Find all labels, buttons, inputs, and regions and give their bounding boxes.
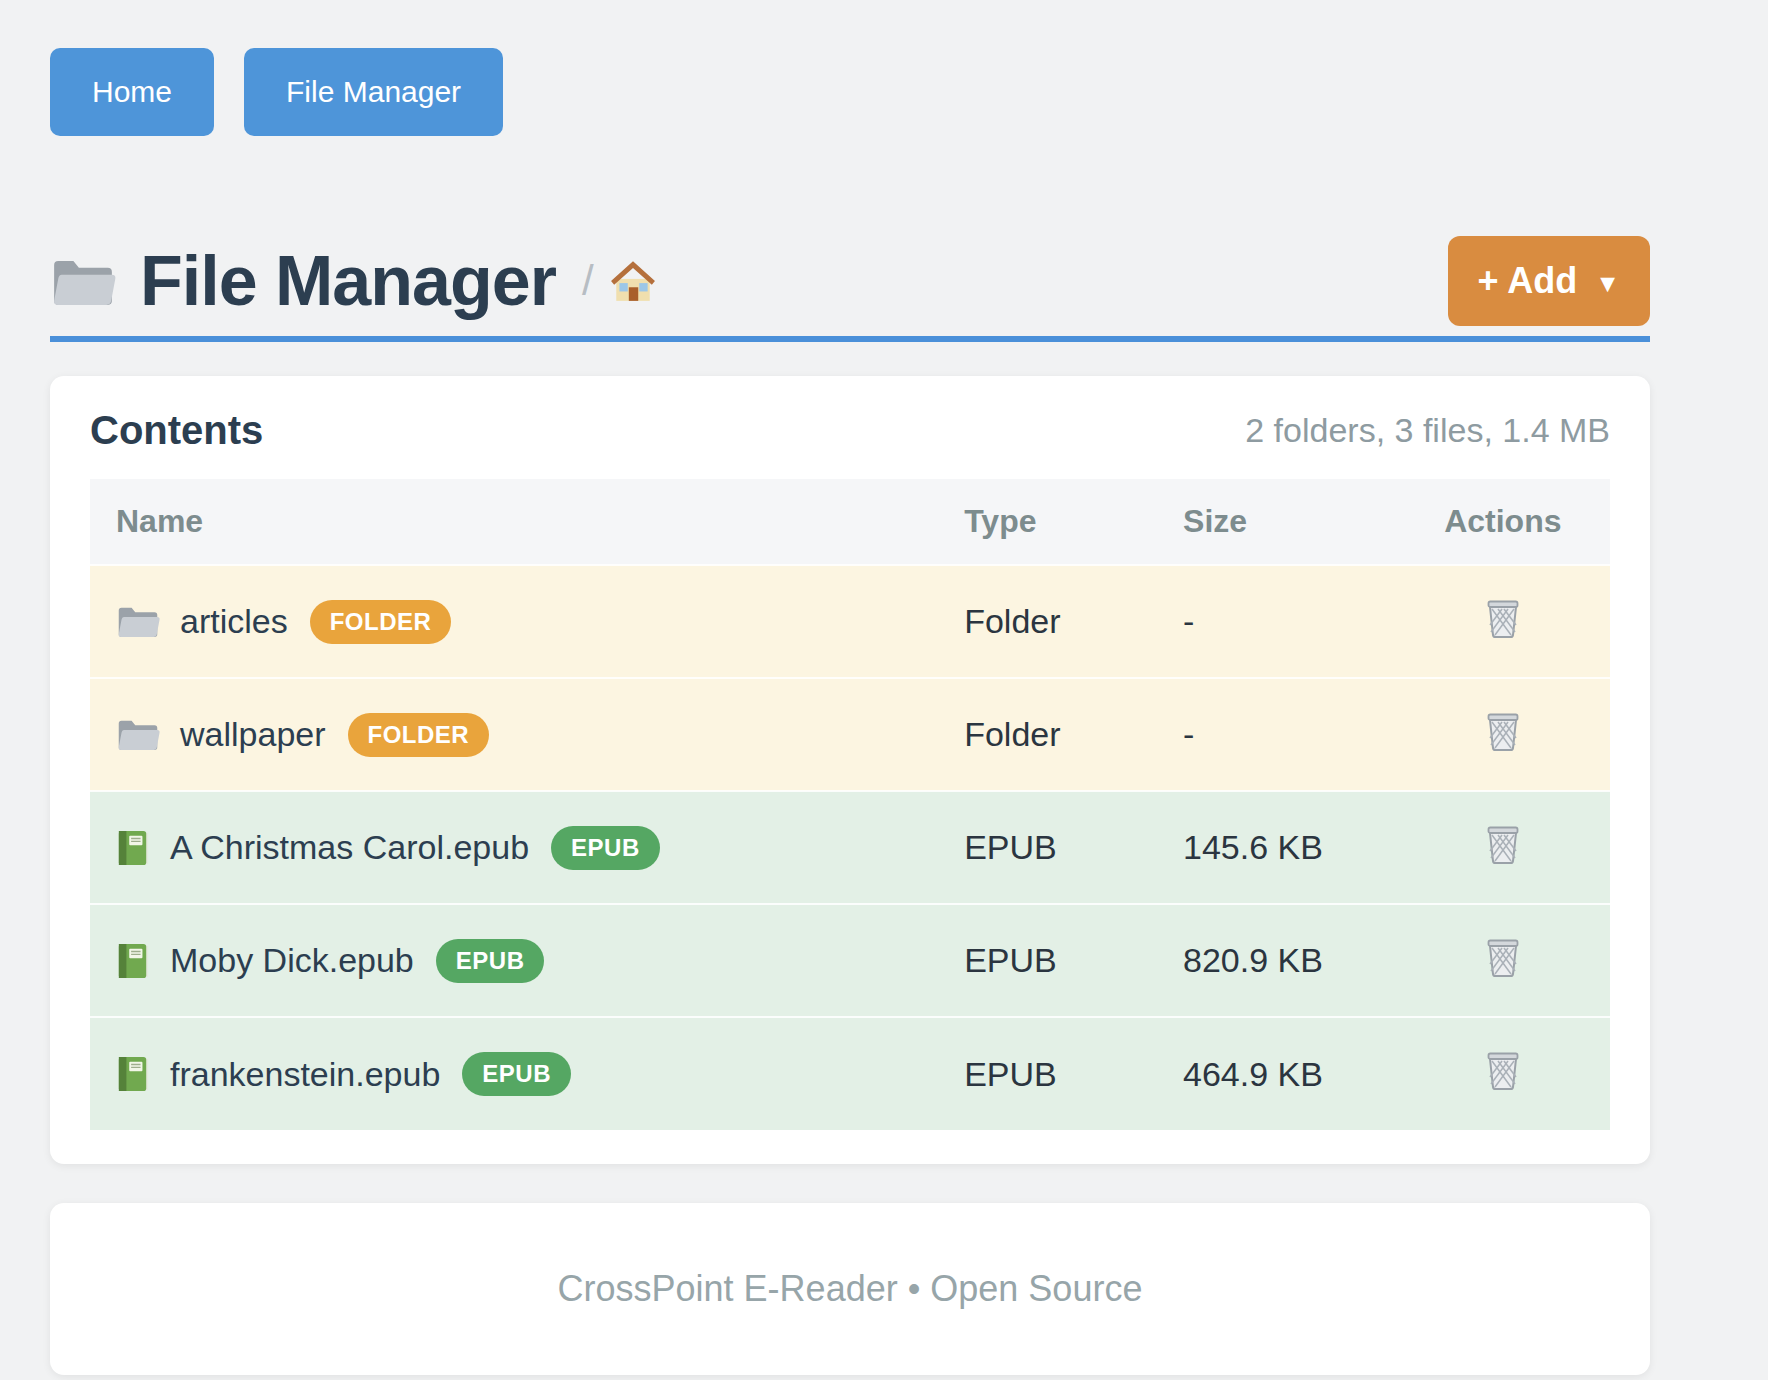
top-nav: Home File Manager xyxy=(50,48,1650,136)
breadcrumb-separator: / xyxy=(582,257,594,305)
type-cell: EPUB xyxy=(938,904,1157,1017)
delete-button[interactable] xyxy=(1485,937,1521,977)
file-name-link[interactable]: Moby Dick.epub xyxy=(170,941,414,980)
file-type-icon xyxy=(116,942,150,980)
table-row[interactable]: wallpaper FOLDER Folder - xyxy=(90,678,1610,791)
column-header-size: Size xyxy=(1157,479,1396,565)
size-cell: - xyxy=(1157,678,1396,791)
type-cell: EPUB xyxy=(938,791,1157,904)
file-type-badge: FOLDER xyxy=(348,713,490,757)
file-type-badge: EPUB xyxy=(551,826,660,870)
column-header-name: Name xyxy=(90,479,938,565)
file-name-link[interactable]: articles xyxy=(180,602,288,641)
folder-icon xyxy=(50,254,116,309)
footer-card: CrossPoint E-Reader • Open Source xyxy=(50,1203,1650,1375)
page-title: File Manager xyxy=(140,241,556,321)
file-name-link[interactable]: wallpaper xyxy=(180,715,326,754)
delete-button[interactable] xyxy=(1485,598,1521,638)
add-button-label: + Add xyxy=(1478,260,1578,302)
file-type-badge: EPUB xyxy=(462,1052,571,1096)
add-button[interactable]: + Add ▼ xyxy=(1448,236,1650,326)
footer-text: CrossPoint E-Reader • Open Source xyxy=(558,1268,1143,1310)
table-row[interactable]: Moby Dick.epub EPUB EPUB 820.9 KB xyxy=(90,904,1610,1017)
file-type-badge: FOLDER xyxy=(310,600,452,644)
table-row[interactable]: A Christmas Carol.epub EPUB EPUB 145.6 K… xyxy=(90,791,1610,904)
contents-card-header: Contents 2 folders, 3 files, 1.4 MB xyxy=(90,408,1610,453)
file-type-icon xyxy=(116,1055,150,1093)
file-name-link[interactable]: A Christmas Carol.epub xyxy=(170,828,529,867)
size-cell: 145.6 KB xyxy=(1157,791,1396,904)
column-header-actions: Actions xyxy=(1396,479,1610,565)
contents-summary: 2 folders, 3 files, 1.4 MB xyxy=(1245,411,1610,450)
size-cell: 464.9 KB xyxy=(1157,1017,1396,1130)
page-header: File Manager / + Add ▼ xyxy=(50,236,1650,326)
file-table: Name Type Size Actions articles FOLDER F… xyxy=(90,479,1610,1130)
table-row[interactable]: frankenstein.epub EPUB EPUB 464.9 KB xyxy=(90,1017,1610,1130)
contents-heading: Contents xyxy=(90,408,263,453)
column-header-type: Type xyxy=(938,479,1157,565)
page: Home File Manager File Manager / + Add ▼… xyxy=(50,0,1650,1375)
table-row[interactable]: articles FOLDER Folder - xyxy=(90,565,1610,678)
type-cell: EPUB xyxy=(938,1017,1157,1130)
file-type-icon xyxy=(116,829,150,867)
size-cell: - xyxy=(1157,565,1396,678)
header-divider xyxy=(50,336,1650,342)
file-type-badge: EPUB xyxy=(436,939,545,983)
delete-button[interactable] xyxy=(1485,824,1521,864)
nav-home-button[interactable]: Home xyxy=(50,48,214,136)
table-header-row: Name Type Size Actions xyxy=(90,479,1610,565)
delete-button[interactable] xyxy=(1485,1050,1521,1090)
nav-file-manager-button[interactable]: File Manager xyxy=(244,48,503,136)
chevron-down-icon: ▼ xyxy=(1595,269,1620,298)
file-type-icon xyxy=(116,603,160,640)
house-icon[interactable] xyxy=(610,259,656,303)
file-name-link[interactable]: frankenstein.epub xyxy=(170,1055,440,1094)
type-cell: Folder xyxy=(938,565,1157,678)
size-cell: 820.9 KB xyxy=(1157,904,1396,1017)
type-cell: Folder xyxy=(938,678,1157,791)
file-type-icon xyxy=(116,716,160,753)
contents-card: Contents 2 folders, 3 files, 1.4 MB Name… xyxy=(50,376,1650,1164)
title-group: File Manager / xyxy=(50,241,656,321)
delete-button[interactable] xyxy=(1485,711,1521,751)
